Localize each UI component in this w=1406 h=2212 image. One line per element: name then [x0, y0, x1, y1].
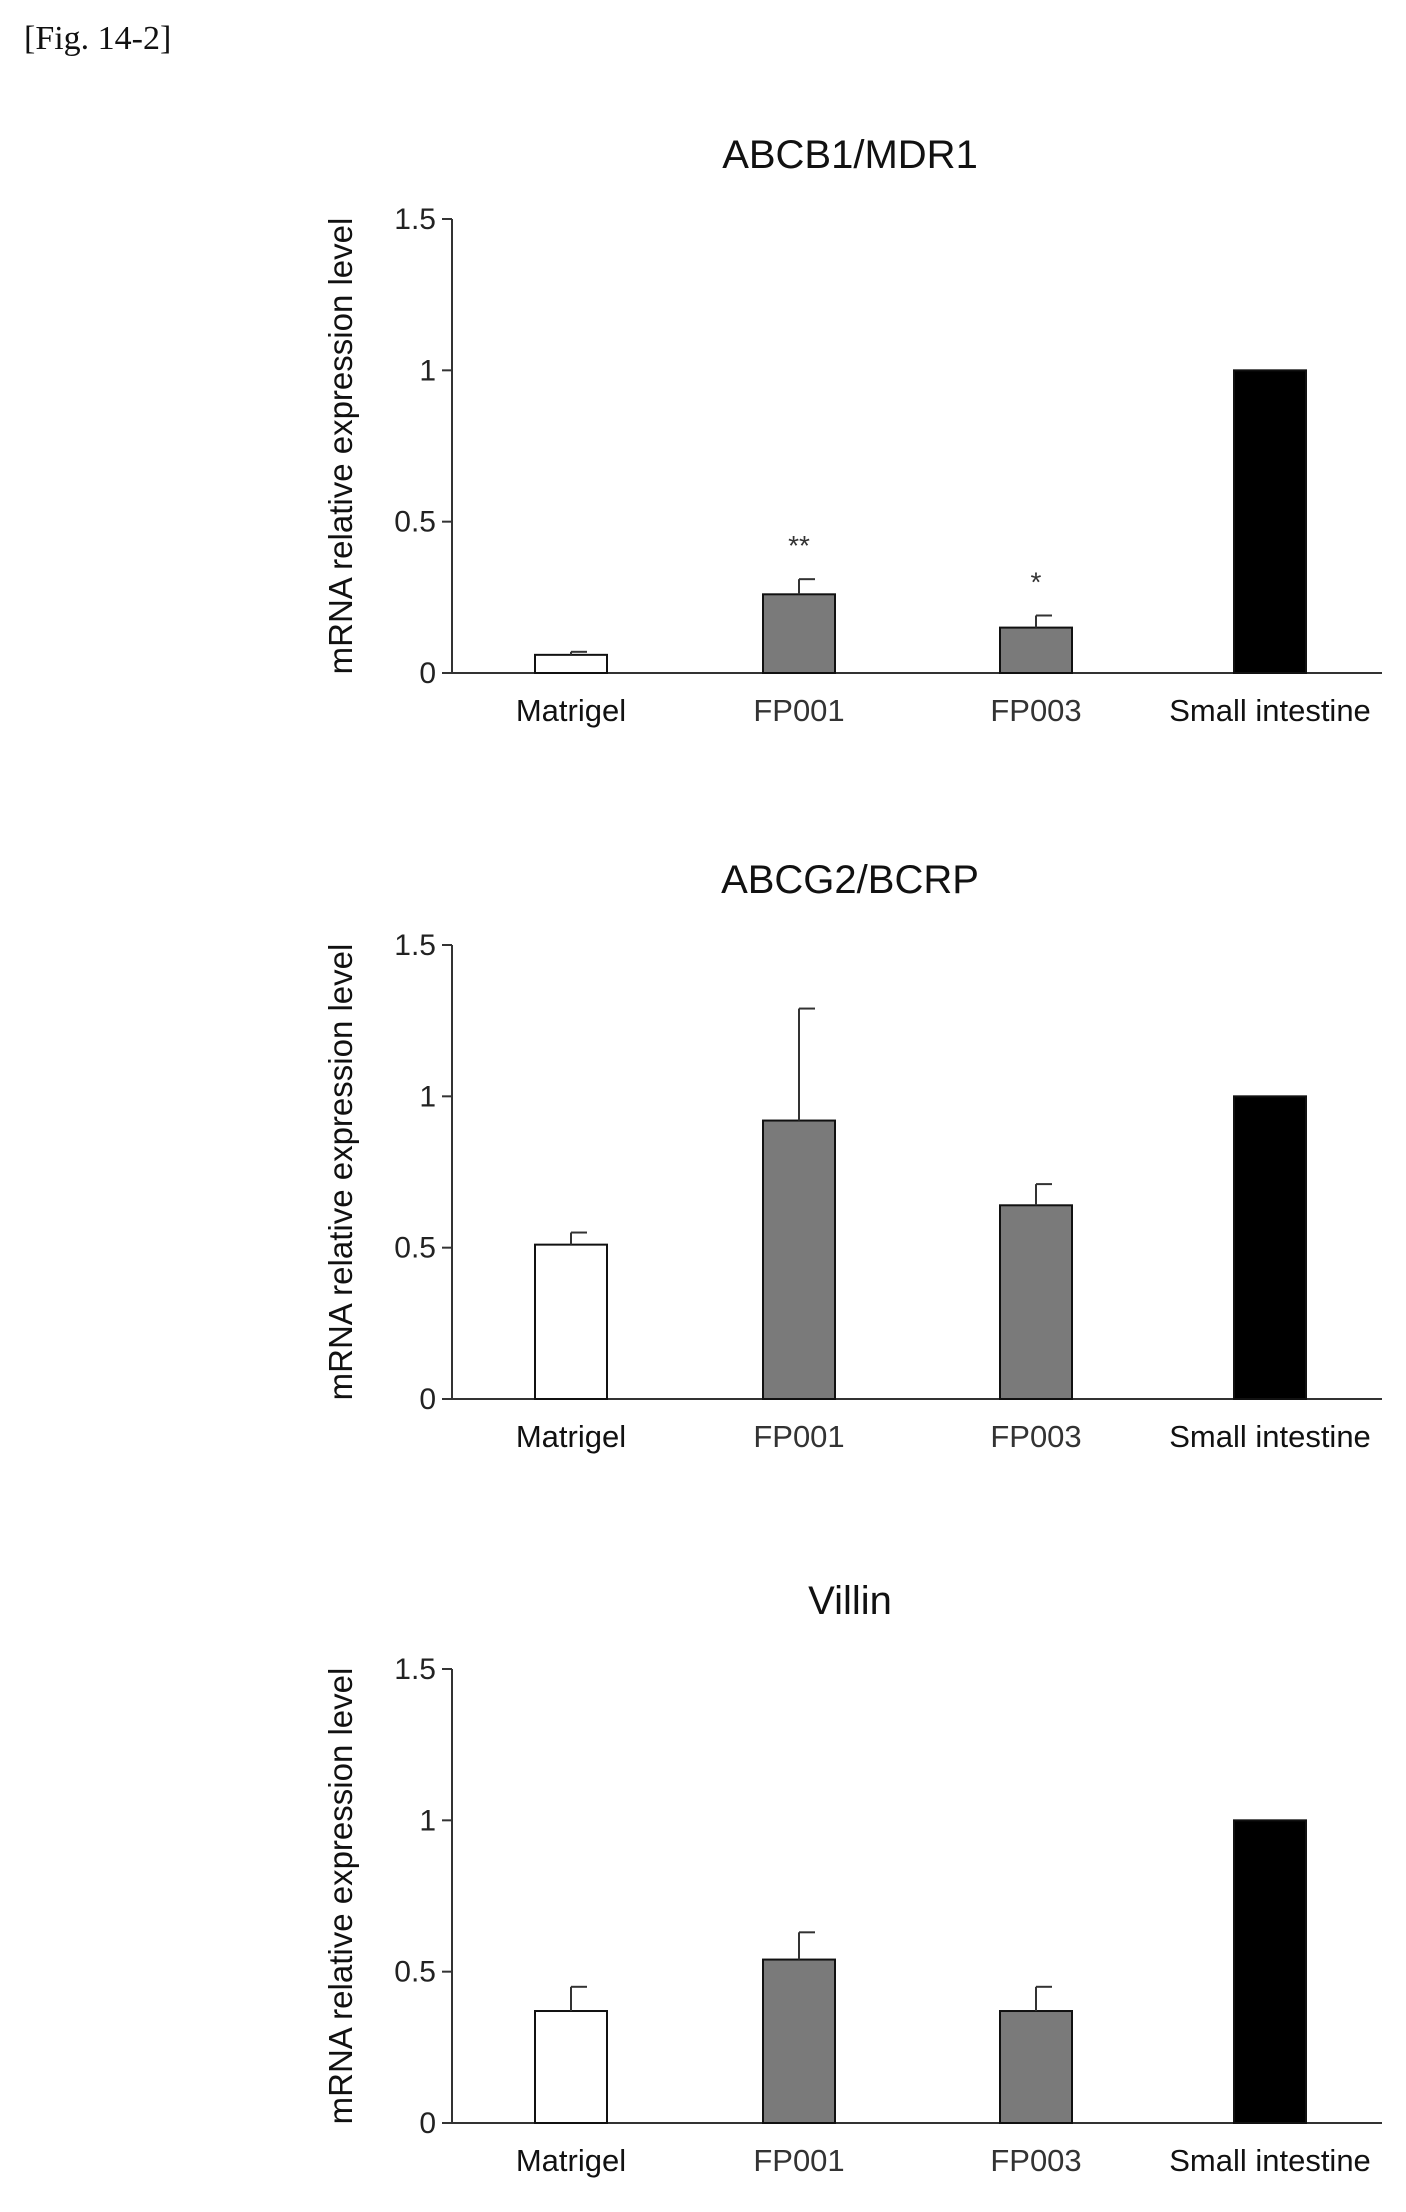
- category-label: FP001: [753, 693, 844, 728]
- significance-marker: *: [1031, 566, 1042, 597]
- y-tick-label: 1.5: [394, 929, 436, 962]
- figure-label: [Fig. 14-2]: [24, 20, 172, 57]
- y-tick-label: 0: [419, 657, 436, 690]
- bar-matrigel: [534, 653, 608, 675]
- chart-3: Villin mRNA relative expression level 0 0.5…: [322, 1579, 1382, 2178]
- y-tick-label: 1.5: [394, 203, 436, 236]
- bar-fp001: [762, 1119, 836, 1400]
- chart-title: ABCG2/BCRP: [721, 858, 979, 902]
- y-tick-label: 1: [419, 1080, 436, 1113]
- category-label: Matrigel: [516, 2143, 626, 2178]
- bar-small-intestine: [1233, 1095, 1307, 1401]
- category-label: FP003: [990, 2143, 1081, 2178]
- y-tick-label: 0.5: [394, 1232, 436, 1265]
- category-label: FP003: [990, 693, 1081, 728]
- category-label: Small intestine: [1169, 1419, 1371, 1454]
- chart-2: ABCG2/BCRP mRNA relative expression level…: [322, 858, 1382, 1454]
- category-label: Matrigel: [516, 693, 626, 728]
- category-label: Small intestine: [1169, 693, 1371, 728]
- bar-fp001: [762, 593, 836, 674]
- bar-small-intestine: [1233, 1819, 1307, 2125]
- bar-fp001: [762, 1958, 836, 2125]
- bar-fp003: [999, 626, 1073, 674]
- category-label: FP001: [753, 2143, 844, 2178]
- chart-title: Villin: [808, 1579, 892, 1623]
- bar-small-intestine: [1233, 369, 1307, 674]
- y-tick-label: 1: [419, 354, 436, 387]
- bar-fp003: [999, 1204, 1073, 1400]
- y-axis-label: mRNA relative expression level: [322, 218, 359, 675]
- chart-1: ABCB1/MDR1 mRNA relative expression level…: [322, 133, 1382, 728]
- bar-matrigel: [534, 2010, 608, 2124]
- category-label: Matrigel: [516, 1419, 626, 1454]
- category-label: Small intestine: [1169, 2143, 1371, 2178]
- y-tick-label: 0: [419, 2107, 436, 2140]
- y-tick-label: 0.5: [394, 1956, 436, 1989]
- y-tick-label: 0: [419, 1383, 436, 1416]
- y-tick-label: 1: [419, 1804, 436, 1837]
- y-axis-label: mRNA relative expression level: [322, 1668, 359, 2125]
- chart-title: ABCB1/MDR1: [722, 133, 978, 177]
- bar-fp003: [999, 2010, 1073, 2124]
- y-tick-label: 0.5: [394, 506, 436, 539]
- category-label: FP001: [753, 1419, 844, 1454]
- y-tick-label: 1.5: [394, 1653, 436, 1686]
- bar-matrigel: [534, 1243, 608, 1401]
- significance-marker: **: [788, 530, 810, 561]
- category-label: FP003: [990, 1419, 1081, 1454]
- y-axis-label: mRNA relative expression level: [322, 944, 359, 1401]
